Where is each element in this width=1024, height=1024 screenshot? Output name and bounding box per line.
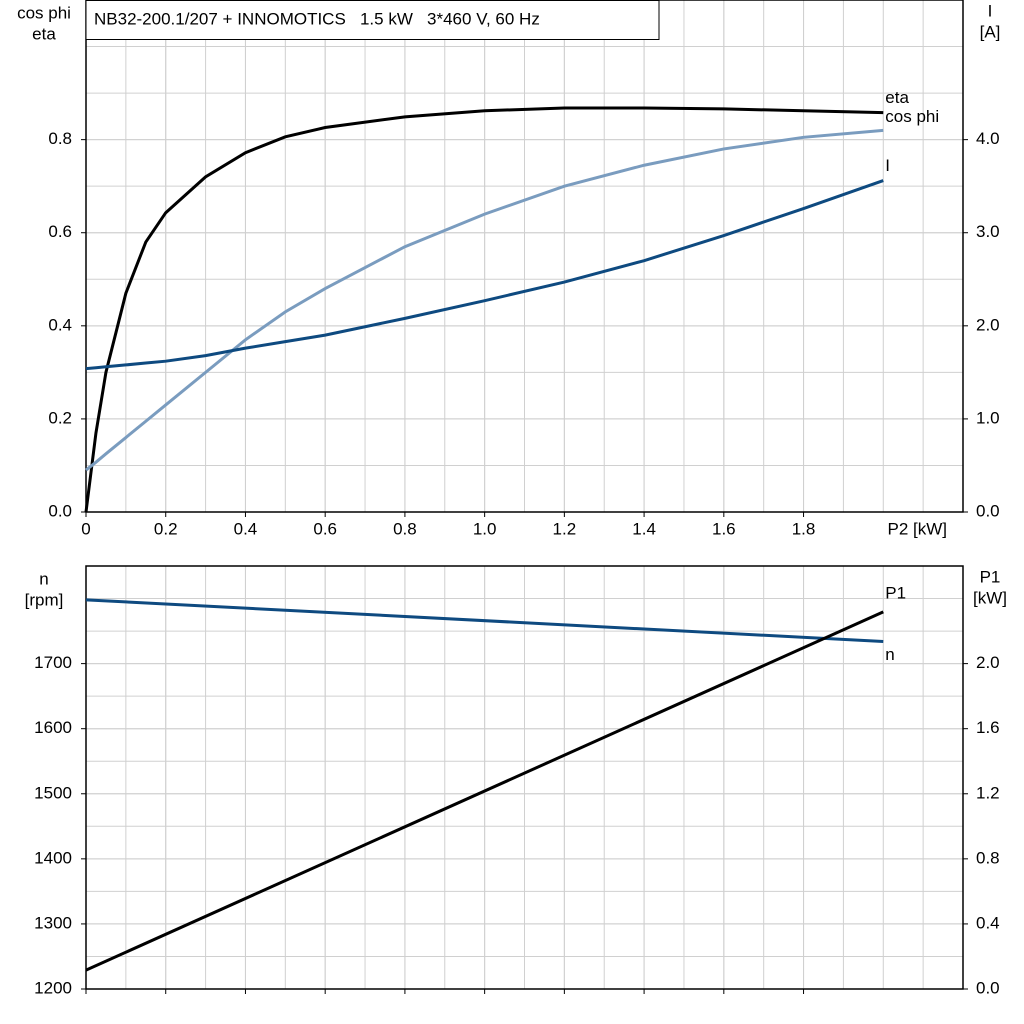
y2-tick-label: 0.8: [976, 848, 1000, 867]
y2-tick-label: 2.0: [976, 653, 1000, 672]
x-tick-label: 1.8: [792, 519, 816, 538]
plot-frame: [85, 565, 964, 990]
y-axis-label: n: [39, 569, 48, 588]
y2-tick-label: 4.0: [976, 129, 1000, 148]
x-tick-label: 1.6: [712, 519, 736, 538]
series-line: [85, 128, 884, 472]
x-tick-label: 0.2: [154, 519, 178, 538]
y2-tick-label: 0.0: [976, 978, 1000, 997]
series-label: n: [885, 645, 894, 664]
y-tick-label: 1200: [34, 978, 72, 997]
y-tick-label: 1500: [34, 783, 72, 802]
x-tick-label: 1.0: [473, 519, 497, 538]
y-tick-label: 0.2: [48, 408, 72, 427]
x-tick-label: 0.8: [393, 519, 417, 538]
series-label: I: [885, 156, 890, 175]
y-tick-label: 0.6: [48, 222, 72, 241]
series-line: [84, 106, 884, 513]
y2-tick-label: 0.0: [976, 501, 1000, 520]
x-tick-label: 0: [81, 519, 90, 538]
y2-axis-label: [kW]: [973, 588, 1007, 607]
y-tick-label: 0.0: [48, 501, 72, 520]
x-tick-label: 0.6: [313, 519, 337, 538]
plot-frame: [85, 0, 964, 513]
y-tick-label: 0.4: [48, 315, 72, 334]
y-axis-label: eta: [32, 24, 56, 43]
series-label: P1: [885, 583, 906, 602]
y-axis-label: [rpm]: [25, 590, 64, 609]
y-tick-label: 1300: [34, 913, 72, 932]
x-tick-label: 0.4: [234, 519, 258, 538]
y2-axis-label: I: [988, 1, 993, 20]
y-tick-label: 0.8: [48, 129, 72, 148]
y2-axis-label: [A]: [980, 22, 1001, 41]
series-label: cos phi: [885, 107, 939, 126]
y-axis-label: cos phi: [17, 3, 71, 22]
x-tick-label: 1.2: [553, 519, 577, 538]
x-tick-label: 1.4: [632, 519, 656, 538]
y2-tick-label: 1.2: [976, 783, 1000, 802]
series-line: [85, 598, 884, 643]
y2-tick-label: 2.0: [976, 315, 1000, 334]
y2-tick-label: 0.4: [976, 913, 1000, 932]
title-box: [85, 0, 660, 40]
y2-tick-label: 3.0: [976, 222, 1000, 241]
chart-title: NB32-200.1/207 + INNOMOTICS 1.5 kW 3*460…: [94, 9, 540, 28]
y-tick-label: 1700: [34, 653, 72, 672]
y2-axis-label: P1: [980, 567, 1001, 586]
y2-tick-label: 1.6: [976, 718, 1000, 737]
y-tick-label: 1600: [34, 718, 72, 737]
y-tick-label: 1400: [34, 848, 72, 867]
y2-tick-label: 1.0: [976, 408, 1000, 427]
series-line: [85, 179, 884, 371]
series-label: eta: [885, 88, 909, 107]
x-axis-label: P2 [kW]: [888, 519, 948, 538]
series-line: [85, 610, 884, 972]
